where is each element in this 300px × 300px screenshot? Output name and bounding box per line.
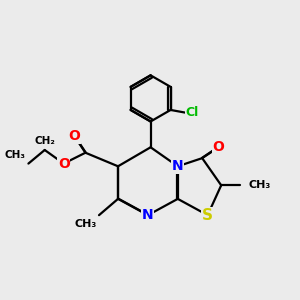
Text: CH₃: CH₃ — [74, 219, 96, 229]
Text: Cl: Cl — [186, 106, 199, 119]
Text: S: S — [202, 208, 213, 223]
Text: CH₃: CH₃ — [5, 149, 26, 160]
Text: O: O — [58, 157, 70, 171]
Text: O: O — [69, 129, 80, 143]
Text: CH₂: CH₂ — [34, 136, 55, 146]
Text: N: N — [172, 159, 184, 173]
Text: CH₃: CH₃ — [248, 180, 271, 190]
Text: N: N — [142, 208, 154, 222]
Text: O: O — [212, 140, 224, 154]
